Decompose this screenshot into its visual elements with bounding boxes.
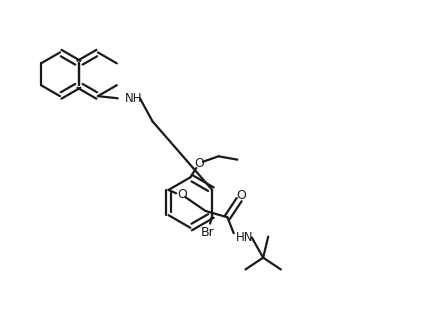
Text: HN: HN [235, 231, 253, 244]
Text: O: O [236, 189, 246, 202]
Text: Br: Br [201, 225, 214, 239]
Text: O: O [194, 157, 204, 170]
Text: O: O [177, 188, 187, 202]
Text: NH: NH [125, 92, 142, 105]
